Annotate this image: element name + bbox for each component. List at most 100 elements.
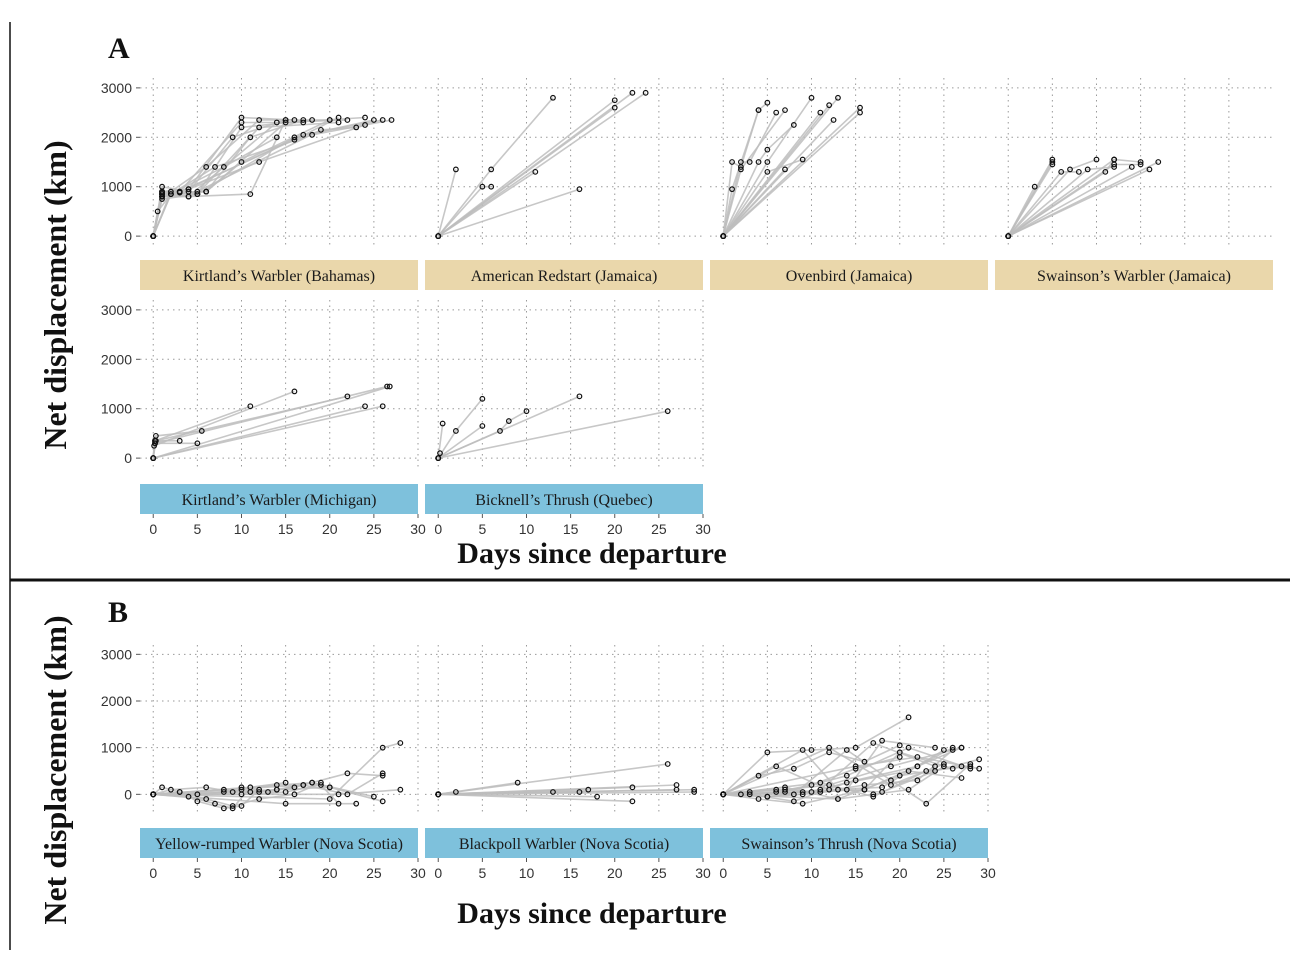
data-point: [497, 428, 503, 434]
data-point: [282, 117, 289, 123]
data-point: [326, 796, 333, 802]
series-line: [437, 169, 457, 237]
facet-panel: 0 1000 2000 3000 Yellow-rumped Warbler (Nova…: [101, 645, 426, 881]
facet-strip: [710, 828, 988, 858]
data-point: [212, 800, 218, 807]
data-point: [318, 779, 324, 786]
series-line: [437, 423, 444, 459]
data-point: [790, 122, 797, 128]
data-point: [782, 107, 788, 114]
x-tick-label: 15: [278, 865, 294, 881]
data-point: [861, 786, 868, 793]
x-axis-title-a: Days since departure: [457, 537, 726, 570]
data-point: [773, 789, 780, 795]
series-line: [437, 92, 647, 237]
data-point: [611, 104, 618, 111]
data-point: [879, 784, 885, 791]
data-point: [273, 134, 280, 141]
facet-panel: Swainson’s Thrush (Nova Scotia) 0 5 10 15 20 2…: [710, 645, 996, 881]
data-point: [198, 428, 205, 434]
data-point: [755, 107, 762, 114]
x-tick-label: 5: [763, 865, 771, 881]
data-point: [967, 765, 974, 772]
data-point: [318, 782, 324, 788]
x-tick-label: 0: [149, 521, 157, 537]
data-point: [238, 124, 245, 131]
data-point: [238, 159, 245, 165]
data-point: [439, 420, 446, 427]
series-line: [722, 112, 777, 237]
y-tick-label: 2000: [101, 129, 132, 145]
data-point: [256, 117, 263, 123]
facet-strip-label: Blackpoll Warbler (Nova Scotia): [459, 836, 669, 853]
data-point: [870, 791, 877, 798]
data-point: [353, 800, 360, 807]
series-line: [437, 398, 484, 459]
data-point: [167, 786, 174, 793]
data-point: [247, 789, 254, 795]
y-axis-title-b: Net displacement (km): [37, 615, 73, 924]
facet-strip-label: American Redstart (Jamaica): [471, 268, 658, 285]
data-point: [896, 749, 903, 756]
data-point: [176, 437, 183, 444]
facet-strip: [140, 484, 418, 514]
data-point: [203, 188, 210, 195]
data-point: [896, 772, 903, 779]
data-point: [150, 455, 157, 462]
y-tick-label: 0: [124, 228, 132, 244]
data-point: [664, 761, 671, 767]
x-tick-label: 25: [936, 865, 952, 881]
data-point: [353, 124, 360, 131]
series-line: [437, 185, 492, 237]
x-tick-label: 10: [519, 521, 535, 537]
data-point: [282, 119, 289, 126]
x-tick-label: 15: [848, 865, 864, 881]
series-line: [152, 786, 180, 795]
data-point: [150, 233, 157, 240]
data-point: [940, 763, 947, 770]
data-point: [194, 791, 201, 798]
data-point: [1005, 233, 1012, 240]
data-point: [550, 789, 556, 795]
data-point: [817, 109, 824, 116]
data-point: [397, 786, 404, 793]
data-point: [629, 784, 636, 791]
data-point: [388, 117, 395, 123]
facet-strip: [140, 260, 418, 290]
data-point: [958, 775, 965, 781]
data-point: [914, 777, 921, 784]
data-point: [755, 159, 762, 165]
data-point: [746, 789, 753, 795]
data-point: [843, 786, 850, 793]
data-point: [247, 134, 254, 141]
data-point: [835, 94, 841, 101]
series-line: [437, 395, 580, 459]
data-point: [220, 805, 227, 812]
data-point: [159, 191, 165, 198]
data-point: [576, 186, 583, 193]
series-line: [438, 784, 677, 796]
series-line: [1007, 158, 1097, 237]
x-tick-label: 10: [234, 865, 250, 881]
data-point: [1146, 166, 1153, 173]
data-point: [256, 789, 263, 795]
x-tick-label: 30: [410, 521, 426, 537]
data-point: [488, 183, 495, 190]
data-point: [479, 395, 486, 402]
data-point: [808, 789, 815, 795]
data-point: [1155, 159, 1162, 165]
series-line: [153, 772, 383, 796]
facet-panel: 0 1000 2000 3000 Kirtland’s Warbler (Michiga…: [101, 300, 426, 537]
data-point: [896, 742, 903, 749]
data-point: [273, 119, 280, 126]
x-tick-label: 5: [193, 521, 201, 537]
y-tick-label: 3000: [101, 302, 132, 318]
data-point: [309, 131, 315, 138]
panel-letter-a: A: [108, 32, 130, 65]
data-point: [256, 159, 263, 165]
data-point: [879, 737, 885, 744]
data-point: [185, 193, 192, 200]
data-point: [335, 114, 342, 121]
facet-panel: Blackpoll Warbler (Nova Scotia) 0 5 10 15 20 2…: [425, 645, 711, 881]
